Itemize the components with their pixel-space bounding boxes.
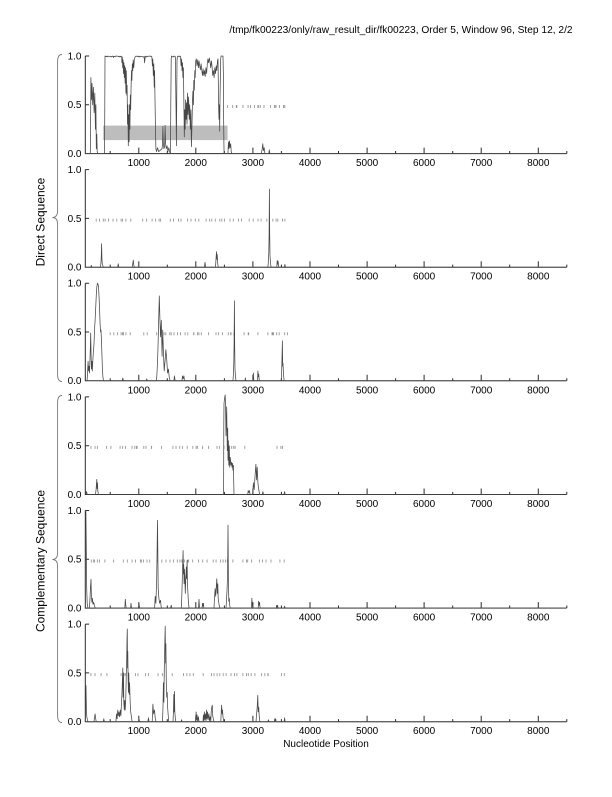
svg-text:4000: 4000 [299, 158, 322, 169]
svg-text:4000: 4000 [299, 385, 322, 396]
svg-text:6000: 6000 [413, 272, 436, 283]
svg-text:6000: 6000 [413, 158, 436, 169]
svg-text:0.5: 0.5 [68, 668, 82, 679]
svg-text:4000: 4000 [299, 613, 322, 624]
svg-text:7000: 7000 [470, 272, 493, 283]
svg-text:3000: 3000 [242, 158, 265, 169]
svg-text:8000: 8000 [527, 499, 550, 510]
svg-text:2000: 2000 [185, 385, 208, 396]
svg-text:5000: 5000 [356, 385, 379, 396]
svg-text:2000: 2000 [185, 726, 208, 737]
svg-text:1000: 1000 [128, 499, 151, 510]
svg-text:8000: 8000 [527, 613, 550, 624]
svg-text:0.0: 0.0 [68, 717, 82, 728]
svg-text:6000: 6000 [413, 726, 436, 737]
svg-text:4000: 4000 [299, 272, 322, 283]
svg-text:1000: 1000 [128, 613, 151, 624]
svg-text:1000: 1000 [128, 158, 151, 169]
svg-text:6000: 6000 [413, 499, 436, 510]
svg-text:0.0: 0.0 [68, 263, 82, 274]
svg-text:1000: 1000 [128, 272, 151, 283]
svg-text:8000: 8000 [527, 158, 550, 169]
svg-text:7000: 7000 [470, 613, 493, 624]
svg-text:5000: 5000 [356, 272, 379, 283]
svg-text:6000: 6000 [413, 385, 436, 396]
svg-text:1.0: 1.0 [68, 165, 82, 176]
svg-text:0.5: 0.5 [68, 214, 82, 225]
svg-text:0.0: 0.0 [68, 604, 82, 615]
svg-text:0.0: 0.0 [68, 490, 82, 501]
svg-text:4000: 4000 [299, 499, 322, 510]
svg-text:/tmp/fk00223/only/raw_result_d: /tmp/fk00223/only/raw_result_dir/fk00223… [229, 25, 573, 36]
svg-text:7000: 7000 [470, 158, 493, 169]
svg-text:1.0: 1.0 [68, 279, 82, 290]
svg-text:7000: 7000 [470, 499, 493, 510]
svg-text:5000: 5000 [356, 726, 379, 737]
svg-text:5000: 5000 [356, 158, 379, 169]
svg-text:7000: 7000 [470, 385, 493, 396]
svg-text:8000: 8000 [527, 272, 550, 283]
svg-text:Direct Sequence: Direct Sequence [34, 177, 48, 266]
svg-text:5000: 5000 [356, 499, 379, 510]
svg-text:3000: 3000 [242, 385, 265, 396]
svg-text:3000: 3000 [242, 272, 265, 283]
svg-text:0.5: 0.5 [68, 555, 82, 566]
svg-text:1000: 1000 [128, 726, 151, 737]
svg-text:1.0: 1.0 [68, 506, 82, 517]
svg-text:1000: 1000 [128, 385, 151, 396]
svg-text:7000: 7000 [470, 726, 493, 737]
svg-text:Complementary Sequence: Complementary Sequence [34, 490, 48, 632]
svg-text:0.0: 0.0 [68, 149, 82, 160]
svg-text:1.0: 1.0 [68, 51, 82, 62]
svg-text:2000: 2000 [185, 272, 208, 283]
svg-text:5000: 5000 [356, 613, 379, 624]
svg-text:1.0: 1.0 [68, 392, 82, 403]
svg-text:Nucleotide Position: Nucleotide Position [283, 739, 369, 750]
svg-text:0.5: 0.5 [68, 441, 82, 452]
svg-text:8000: 8000 [527, 726, 550, 737]
svg-text:8000: 8000 [527, 385, 550, 396]
svg-text:2000: 2000 [185, 499, 208, 510]
svg-text:2000: 2000 [185, 158, 208, 169]
svg-text:1.0: 1.0 [68, 620, 82, 631]
svg-text:6000: 6000 [413, 613, 436, 624]
svg-text:0.5: 0.5 [68, 100, 82, 111]
svg-text:3000: 3000 [242, 499, 265, 510]
svg-text:3000: 3000 [242, 726, 265, 737]
svg-text:2000: 2000 [185, 613, 208, 624]
svg-text:0.5: 0.5 [68, 327, 82, 338]
svg-text:4000: 4000 [299, 726, 322, 737]
svg-text:3000: 3000 [242, 613, 265, 624]
svg-text:0.0: 0.0 [68, 376, 82, 387]
